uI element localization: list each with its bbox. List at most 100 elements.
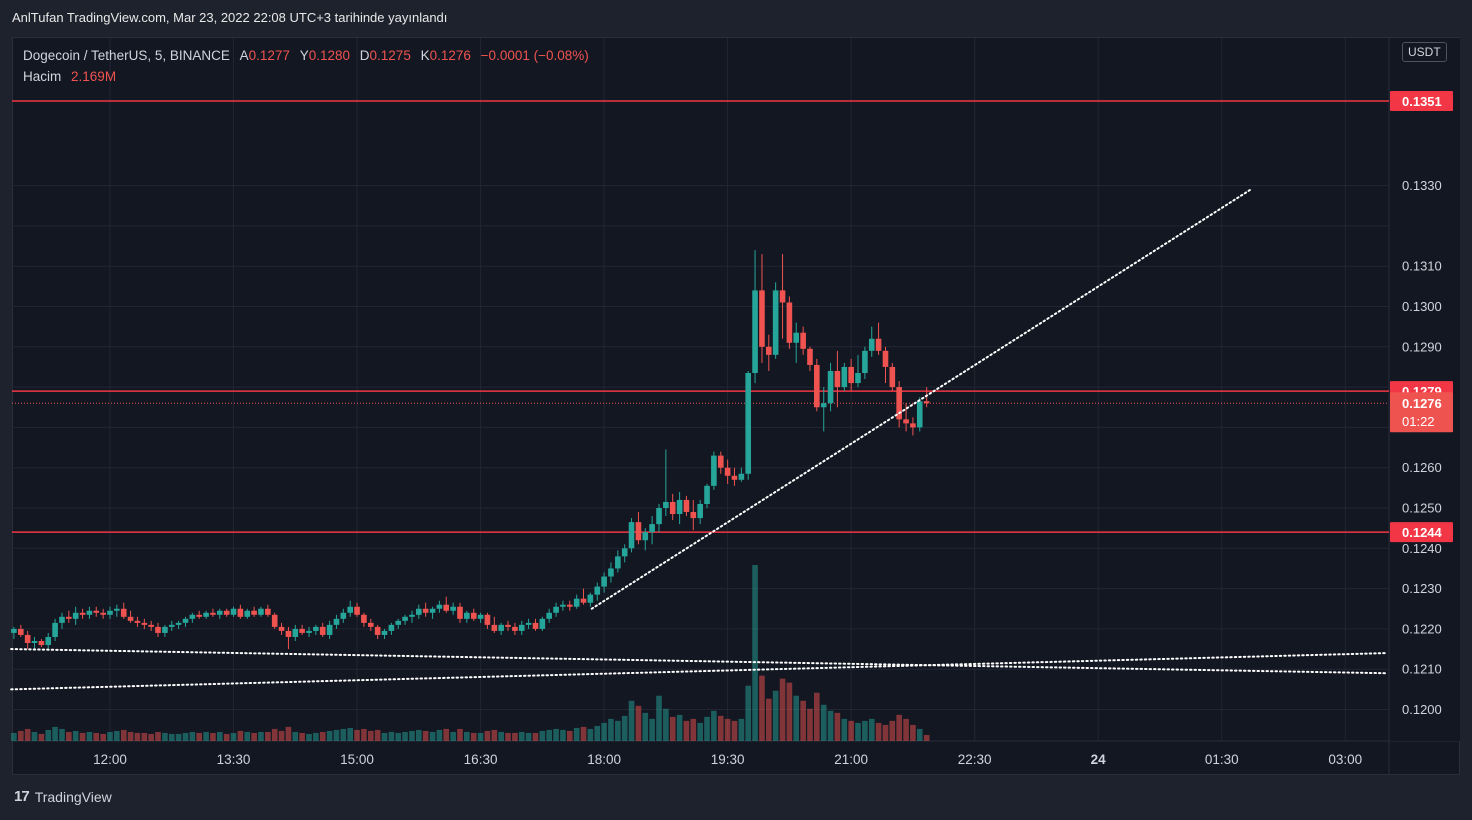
- candle-body[interactable]: [649, 524, 655, 533]
- candle-body[interactable]: [827, 370, 834, 404]
- candle-body[interactable]: [793, 332, 800, 343]
- candle-body[interactable]: [11, 628, 17, 633]
- candle-body[interactable]: [443, 604, 450, 611]
- candle-body[interactable]: [107, 610, 113, 615]
- candle-body[interactable]: [491, 624, 498, 631]
- candle-body[interactable]: [868, 338, 875, 351]
- candle-body[interactable]: [580, 598, 587, 603]
- candle-body[interactable]: [100, 612, 106, 615]
- candle-body[interactable]: [910, 423, 916, 428]
- candle-body[interactable]: [436, 604, 443, 609]
- candle-body[interactable]: [230, 608, 237, 615]
- candle-body[interactable]: [608, 568, 614, 577]
- candle-body[interactable]: [560, 604, 566, 607]
- candle-body[interactable]: [539, 618, 546, 629]
- candle-body[interactable]: [841, 366, 848, 388]
- candle-body[interactable]: [395, 620, 402, 625]
- currency-selector[interactable]: USDT: [1402, 42, 1447, 62]
- candle-body[interactable]: [72, 612, 79, 619]
- candle-body[interactable]: [422, 608, 429, 613]
- candle-body[interactable]: [168, 624, 175, 627]
- candle-body[interactable]: [594, 586, 601, 595]
- candle-body[interactable]: [416, 608, 422, 615]
- candle-body[interactable]: [347, 606, 354, 613]
- candle-body[interactable]: [162, 626, 168, 633]
- candle-body[interactable]: [532, 622, 539, 629]
- candle-body[interactable]: [628, 522, 635, 549]
- candle-body[interactable]: [258, 608, 264, 615]
- candle-body[interactable]: [45, 636, 52, 646]
- candle-body[interactable]: [601, 576, 607, 587]
- candle-body[interactable]: [134, 620, 141, 623]
- candle-body[interactable]: [690, 512, 697, 519]
- candle-body[interactable]: [278, 626, 285, 631]
- candle-body[interactable]: [155, 626, 161, 633]
- candle-body[interactable]: [251, 610, 257, 615]
- tradingview-brand[interactable]: 17 TradingView: [14, 788, 112, 805]
- candle-body[interactable]: [903, 419, 909, 424]
- resistance-price-tag[interactable]: [1390, 90, 1453, 111]
- candle-body[interactable]: [656, 508, 662, 525]
- candle-body[interactable]: [464, 612, 470, 619]
- candle-body[interactable]: [141, 622, 148, 625]
- candle-body[interactable]: [834, 370, 841, 388]
- candle-body[interactable]: [820, 403, 827, 408]
- symbol-name[interactable]: Dogecoin / TetherUS, 5, BINANCE: [23, 48, 230, 63]
- candle-body[interactable]: [120, 608, 127, 617]
- candle-body[interactable]: [354, 606, 360, 615]
- candle-body[interactable]: [553, 606, 559, 613]
- candle-body[interactable]: [333, 618, 340, 625]
- rising-trendline[interactable]: [590, 188, 1252, 610]
- candle-body[interactable]: [875, 338, 882, 351]
- candle-body[interactable]: [203, 612, 209, 617]
- candle-body[interactable]: [807, 348, 813, 365]
- candle-body[interactable]: [800, 332, 806, 349]
- candle-body[interactable]: [772, 290, 779, 355]
- candle-body[interactable]: [374, 626, 381, 635]
- candle-body[interactable]: [66, 616, 72, 619]
- candle-body[interactable]: [512, 626, 518, 631]
- candle-body[interactable]: [59, 616, 65, 623]
- candle-body[interactable]: [271, 614, 278, 627]
- candle-body[interactable]: [505, 624, 511, 627]
- candle-body[interactable]: [697, 503, 704, 519]
- candle-body[interactable]: [361, 614, 367, 623]
- candle-body[interactable]: [587, 594, 594, 603]
- candle-body[interactable]: [525, 622, 532, 625]
- candle-body[interactable]: [889, 366, 896, 388]
- candle-body[interactable]: [450, 606, 456, 611]
- candle-body[interactable]: [642, 532, 649, 541]
- candle-body[interactable]: [862, 350, 868, 373]
- candle-body[interactable]: [189, 614, 196, 619]
- candle-body[interactable]: [759, 290, 765, 347]
- support-price-tag[interactable]: [1390, 522, 1453, 543]
- candle-body[interactable]: [814, 364, 820, 408]
- candle-body[interactable]: [313, 626, 319, 631]
- candle-body[interactable]: [683, 499, 690, 513]
- candle-body[interactable]: [498, 624, 504, 631]
- candle-body[interactable]: [340, 612, 347, 619]
- candle-body[interactable]: [326, 624, 333, 635]
- candle-body[interactable]: [79, 612, 86, 615]
- candle-body[interactable]: [237, 608, 244, 617]
- base-line-lower[interactable]: [10, 652, 1388, 691]
- candle-body[interactable]: [175, 622, 182, 625]
- candle-body[interactable]: [31, 640, 38, 644]
- candle-body[interactable]: [676, 499, 683, 515]
- candle-body[interactable]: [292, 628, 299, 637]
- candle-body[interactable]: [731, 475, 738, 480]
- candle-body[interactable]: [196, 614, 202, 617]
- candle-body[interactable]: [429, 608, 436, 613]
- candle-body[interactable]: [621, 548, 628, 557]
- candle-body[interactable]: [470, 612, 477, 619]
- candle-body[interactable]: [223, 610, 230, 615]
- candle-body[interactable]: [724, 467, 731, 476]
- candle-body[interactable]: [38, 640, 45, 646]
- candle-body[interactable]: [477, 614, 484, 619]
- volume-label[interactable]: Hacim: [23, 69, 62, 84]
- candle-body[interactable]: [52, 622, 58, 637]
- candle-body[interactable]: [265, 608, 271, 615]
- candle-body[interactable]: [546, 612, 552, 619]
- candle-body[interactable]: [779, 290, 786, 303]
